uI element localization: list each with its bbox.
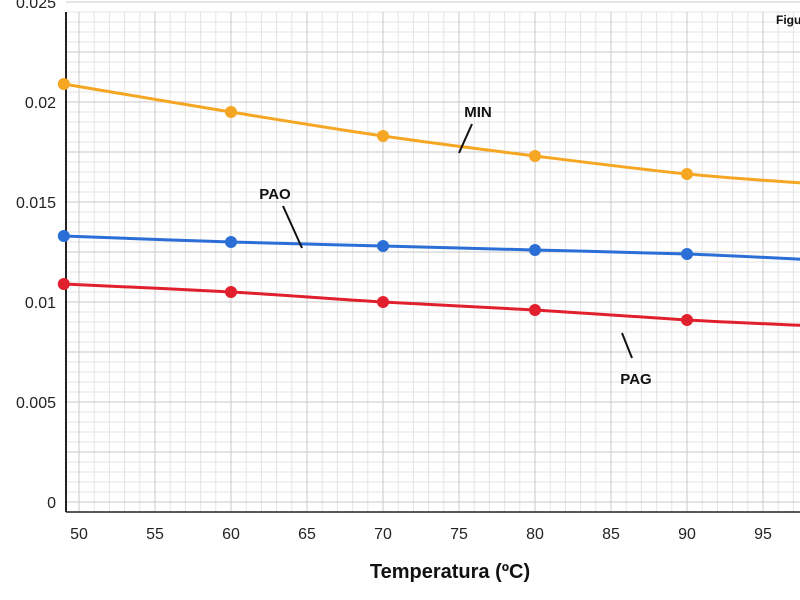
x-tick-label: 55	[146, 526, 164, 543]
data-point-min	[529, 150, 541, 162]
series-pointer-pao	[282, 205, 303, 249]
data-point-pao	[57, 230, 70, 242]
minor-grid	[66, 11, 800, 512]
x-tick-label: 85	[602, 526, 620, 543]
data-point-pag	[681, 314, 693, 326]
data-point-pao	[225, 236, 237, 248]
data-point-min	[57, 78, 70, 90]
series-label-min: MIN	[464, 104, 492, 121]
x-axis-ticks: 50 55 60 65 70 75 80 85 90 95	[70, 526, 772, 543]
y-tick-label: 0.015	[16, 195, 56, 212]
x-tick-label: 95	[754, 526, 772, 543]
x-tick-label: 65	[298, 526, 316, 543]
y-tick-label: 0.02	[25, 95, 56, 112]
x-tick-label: 90	[678, 526, 696, 543]
data-point-pag	[529, 304, 541, 316]
y-tick-label: 0	[47, 495, 56, 512]
data-point-pag	[225, 286, 237, 298]
x-tick-label: 75	[450, 526, 468, 543]
series-line-pao	[63, 234, 800, 261]
series-label-pag: PAG	[620, 371, 651, 388]
x-tick-label: 80	[526, 526, 544, 543]
figure-label: Figu	[776, 13, 800, 27]
x-axis-title: Temperatura (ºC)	[370, 561, 530, 583]
series-line-min	[63, 82, 800, 185]
series-label-layer: MIN PAO PAG	[259, 104, 651, 388]
major-grid	[66, 1, 800, 512]
series-layer	[57, 78, 800, 327]
y-tick-label: 0.01	[25, 295, 56, 312]
data-point-min	[225, 106, 237, 118]
y-axis-ticks: 0 0.005 0.01 0.015 0.02 0.025	[16, 0, 56, 512]
y-tick-label: 0.005	[16, 395, 56, 412]
series-pointer-min	[458, 123, 473, 154]
data-point-min	[377, 130, 389, 142]
series-pointer-pag	[621, 332, 633, 359]
series-line-pag	[63, 282, 800, 327]
x-tick-label: 50	[70, 526, 88, 543]
data-point-pao	[681, 248, 693, 260]
data-point-min	[681, 168, 693, 180]
x-tick-label: 70	[374, 526, 392, 543]
data-point-pag	[377, 296, 389, 308]
data-point-pao	[377, 240, 389, 252]
x-tick-label: 60	[222, 526, 240, 543]
data-point-pag	[57, 278, 70, 290]
y-tick-label: 0.025	[16, 0, 56, 12]
series-label-pao: PAO	[259, 186, 291, 203]
data-point-pao	[529, 244, 541, 256]
